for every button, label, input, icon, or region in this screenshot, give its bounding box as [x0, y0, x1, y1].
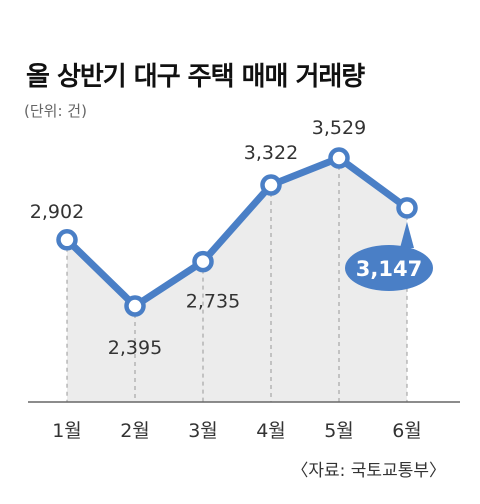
callout-pointer	[400, 221, 414, 248]
data-label: 2,902	[30, 201, 84, 223]
x-tick-label: 2월	[120, 420, 150, 442]
data-point	[328, 147, 350, 169]
data-points	[56, 147, 418, 317]
x-tick-label: 3월	[188, 420, 218, 442]
chart-title: 올 상반기 대구 주택 매매 거래량	[26, 62, 365, 92]
data-label: 2,735	[186, 291, 240, 313]
data-labels: 2,902 2,395 2,735 3,322 3,529 3,147	[30, 117, 422, 359]
area-fill	[67, 158, 407, 402]
x-tick-label: 4월	[256, 420, 286, 442]
data-point	[192, 250, 214, 273]
source-note: 〈자료: 국토교통부〉	[291, 461, 446, 481]
data-label: 3,322	[244, 142, 298, 164]
data-label: 2,395	[108, 337, 162, 359]
x-tick-label: 6월	[392, 420, 422, 442]
data-point	[260, 174, 282, 196]
x-axis-labels: 1월 2월 3월 4월 5월 6월	[52, 420, 422, 442]
unit-label: (단위: 건)	[24, 102, 87, 120]
series-line	[63, 154, 411, 310]
x-tick-label: 1월	[52, 420, 82, 442]
x-tick-label: 5월	[324, 420, 354, 442]
data-label: 3,529	[312, 117, 366, 139]
data-point	[396, 197, 418, 219]
highlight-callout	[345, 221, 433, 291]
callout-bubble	[345, 245, 433, 291]
data-point	[56, 229, 78, 251]
data-point	[124, 295, 146, 317]
highlight-value-label: 3,147	[356, 257, 422, 281]
